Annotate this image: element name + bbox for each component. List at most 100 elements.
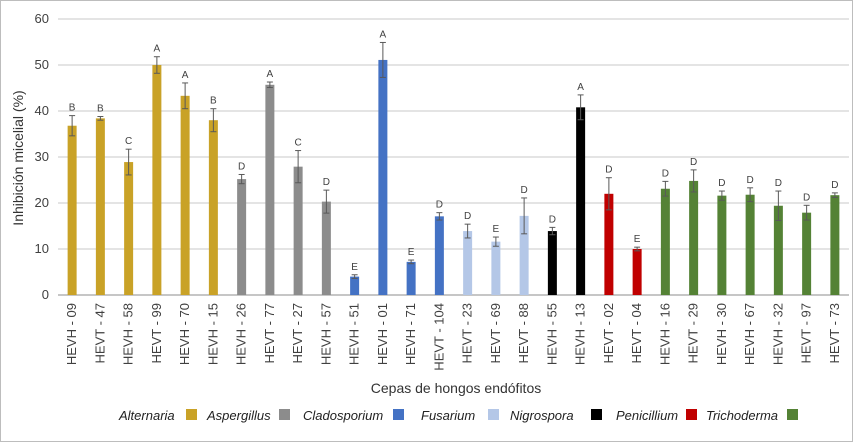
significance-letter: E [408,247,415,258]
bar [547,231,557,295]
error-bar [718,190,725,201]
error-bar [690,169,697,193]
legend-swatch [393,409,404,420]
error-bar [153,56,160,74]
y-tick-label: 50 [35,57,49,72]
x-tick-label: HEVH - 70 [177,303,192,365]
significance-letter: B [69,103,76,114]
legend-swatch [186,409,197,420]
x-tick-label: HEVT - 69 [488,303,503,363]
legend-label: Trichoderma [706,408,778,423]
x-tick-label: HEVT - 97 [799,303,814,363]
y-tick-label: 60 [35,11,49,26]
bar [773,205,783,295]
legend-label: Cladosporium [303,408,383,423]
significance-letter: D [436,200,443,211]
error-bar [464,223,471,239]
error-bar [69,115,76,137]
x-tick-label: HEVT - 88 [516,303,531,363]
significance-letter: B [97,104,104,115]
x-tick-label: HEVT - 77 [262,303,277,363]
bar [124,162,134,295]
x-tick-label: HEVT - 99 [149,303,164,363]
error-bar [662,180,669,197]
error-bar [577,94,584,121]
y-tick-label: 10 [35,241,49,256]
bar [95,118,105,295]
error-bar [97,116,104,121]
x-tick-label: HEVH - 30 [714,303,729,365]
x-tick-label: HEVT - 73 [827,303,842,363]
legend-swatch [787,409,798,420]
significance-letter: E [351,262,358,273]
y-tick-label: 0 [42,287,49,302]
bar [745,194,755,295]
significance-letter: A [267,69,274,80]
x-tick-label: HEVT - 27 [290,303,305,363]
x-tick-label: HEVT - 47 [92,303,107,363]
error-bar [775,190,782,221]
legend-swatch [279,409,290,420]
y-tick-label: 40 [35,103,49,118]
significance-letter: D [238,161,245,172]
bar [321,201,331,295]
x-tick-label: HEVH - 26 [234,303,249,365]
error-bar [266,81,273,89]
bar [350,276,360,295]
bar [378,59,388,295]
y-tick-label: 30 [35,149,49,164]
x-tick-label: HEVT - 29 [686,303,701,363]
significance-letter: D [662,168,669,179]
x-axis-label: Cepas de hongos endófitos [371,380,541,396]
x-tick-label: HEVT - 02 [601,303,616,363]
significance-letter: D [690,157,697,168]
error-bar [803,204,810,221]
legend-label: Penicillium [616,408,678,423]
bar [152,65,162,295]
significance-letter: A [577,82,584,93]
error-bar [379,41,386,78]
error-bar [831,192,838,198]
significance-letter: A [380,29,387,40]
x-tick-label: HEVH - 15 [205,303,220,365]
bar [265,84,275,295]
significance-letter: D [775,178,782,189]
significance-letter: C [125,136,132,147]
bar [208,120,218,295]
bar [632,249,642,295]
x-tick-label: HEVH - 67 [742,303,757,365]
bar [491,241,501,295]
x-tick-label: HEVH - 01 [375,303,390,365]
error-bar [125,148,132,176]
error-bar [238,173,245,185]
significance-letter: D [464,211,471,222]
legend-swatch [591,409,602,420]
error-bar [210,108,217,133]
bar [717,195,727,295]
bar [434,216,444,295]
error-bar [521,197,528,235]
bar [830,195,840,295]
x-tick-label: HEVT - 04 [629,303,644,363]
bar [689,180,699,295]
error-bar [351,274,358,279]
bar [604,193,614,295]
x-tick-label: HEVH - 55 [544,303,559,365]
significance-letter: D [605,165,612,176]
x-tick-label: HEVH - 57 [318,303,333,365]
significance-letter: D [747,175,754,186]
error-bar [747,187,754,203]
bar [576,107,586,295]
significance-letter: D [549,214,556,225]
error-bar [436,212,443,221]
significance-letter: B [210,96,217,107]
bar [463,231,473,295]
x-tick-label: HEVH - 71 [403,303,418,365]
x-tick-label: HEVH - 51 [347,303,362,365]
x-tick-label: HEVH - 58 [121,303,136,365]
significance-letter: D [831,180,838,191]
x-tick-label: HEVH - 16 [657,303,672,365]
y-axis-label: Inhibición micelial (%) [10,90,26,225]
